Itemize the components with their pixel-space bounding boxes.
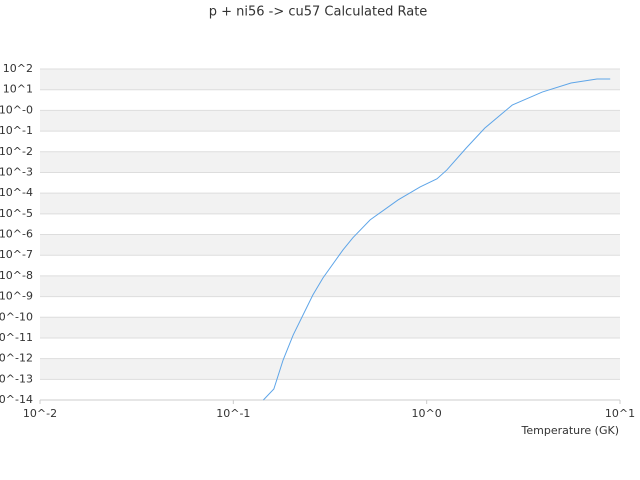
grid-band — [40, 151, 620, 173]
x-tick-label: 10^-1 — [216, 407, 250, 420]
y-tick-label: 10^-2 — [0, 145, 33, 158]
data-line — [262, 78, 611, 401]
grid-band — [40, 234, 620, 256]
y-tick-label: 10^-7 — [0, 248, 33, 261]
x-tick-label: 10^0 — [412, 407, 442, 420]
x-axis-title: Temperature (GK) — [521, 424, 620, 437]
grid-band — [40, 358, 620, 380]
y-tick-label: 10^-11 — [0, 331, 33, 344]
grid-band — [40, 193, 620, 214]
grid-band — [40, 275, 620, 297]
y-tick-label: 10^-13 — [0, 372, 33, 385]
grid-band — [40, 317, 620, 338]
grid — [40, 69, 620, 380]
y-tick-label: 10^-9 — [0, 290, 33, 303]
x-tick-label: 10^1 — [605, 407, 635, 420]
grid-band — [40, 110, 620, 132]
chart-title: p + ni56 -> cu57 Calculated Rate — [209, 5, 428, 20]
y-tick-label: 10^-3 — [0, 165, 33, 178]
y-tick-label: 10^2 — [3, 62, 33, 75]
y-tick-label: 10^-10 — [0, 310, 33, 323]
y-tick-label: 10^-1 — [0, 124, 33, 137]
y-tick-label: 10^-6 — [0, 228, 33, 241]
y-tick-label: 10^-5 — [0, 207, 33, 220]
y-tick-label: 10^-8 — [0, 269, 33, 282]
y-tick-label: 10^-14 — [0, 393, 33, 406]
grid-band — [40, 69, 620, 90]
y-tick-label: 10^-0 — [0, 103, 33, 116]
x-tick-label: 10^-2 — [23, 407, 57, 420]
y-tick-label: 10^-4 — [0, 186, 33, 199]
y-tick-label: 10^1 — [3, 83, 33, 96]
y-tick-label: 10^-12 — [0, 352, 33, 365]
